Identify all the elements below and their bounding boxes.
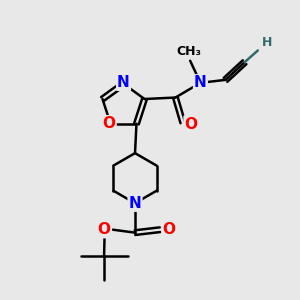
Text: O: O [98, 222, 111, 237]
Text: O: O [162, 222, 176, 237]
Text: O: O [103, 116, 116, 131]
Text: O: O [184, 116, 197, 131]
Text: N: N [194, 75, 207, 90]
Text: N: N [117, 75, 130, 90]
Text: H: H [262, 36, 272, 49]
Text: CH₃: CH₃ [176, 45, 201, 58]
Text: N: N [129, 196, 141, 211]
